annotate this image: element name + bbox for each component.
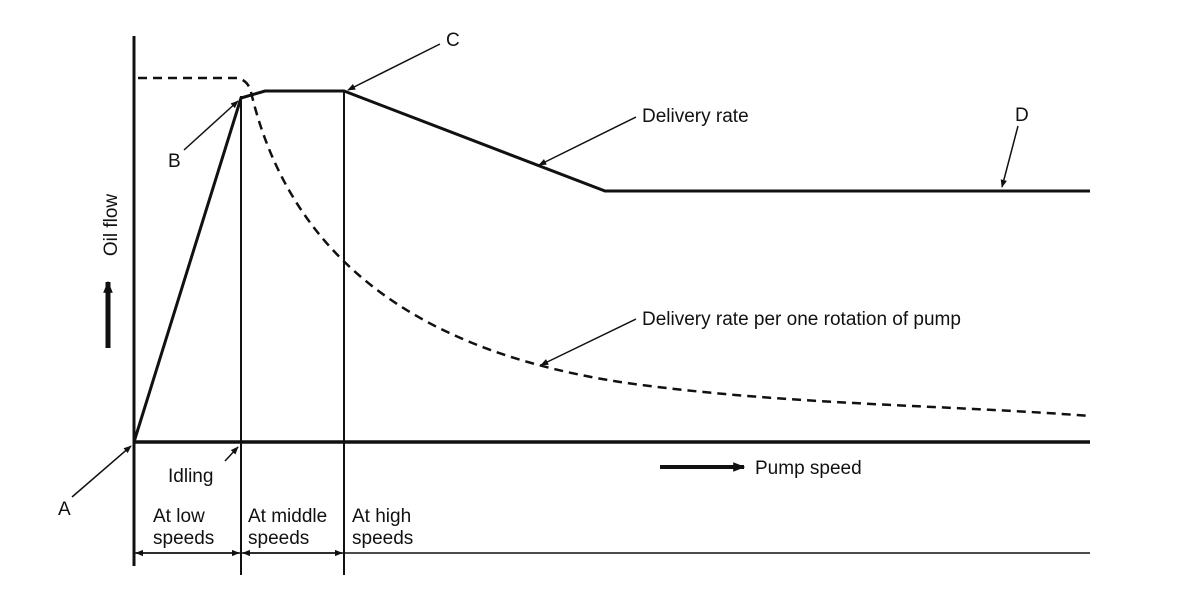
low-speeds-line-1: At low [153, 506, 205, 527]
delivery-rate-pointer [538, 116, 637, 166]
high-speeds-line-1: At high [352, 506, 411, 527]
delivery-rate-per-rotation-curve [138, 76, 1091, 418]
middle-speeds-line-1: At middle [248, 506, 327, 527]
middle-speeds-line-2: speeds [248, 528, 309, 549]
delivery-rate-curve [132, 89, 1090, 443]
delivery-rate-per-rotation-pointer [540, 318, 637, 366]
high-speeds-line-2: speeds [352, 528, 413, 549]
x-axis-label: Pump speed [755, 458, 862, 479]
idling-label: Idling [168, 466, 213, 487]
point-b-label: B [168, 151, 181, 172]
delivery-rate-per-rotation-label: Delivery rate per one rotation of pump [642, 309, 961, 330]
point-b-pointer [183, 100, 239, 151]
low-speeds-line-2: speeds [153, 528, 214, 549]
point-a-label: A [58, 499, 71, 520]
point-a-pointer [71, 445, 132, 498]
point-d-label: D [1015, 105, 1029, 126]
idling-pointer [224, 446, 239, 462]
point-d-pointer [1000, 125, 1019, 188]
high-speeds-label: At high speeds [352, 506, 416, 549]
point-c-label: C [446, 30, 460, 51]
point-c-pointer [347, 43, 441, 91]
middle-speeds-label: At middle speeds [248, 506, 332, 549]
delivery-rate-label: Delivery rate [642, 106, 749, 127]
low-speeds-label: At low speeds [153, 506, 214, 549]
y-axis-label: Oil flow [101, 194, 122, 257]
